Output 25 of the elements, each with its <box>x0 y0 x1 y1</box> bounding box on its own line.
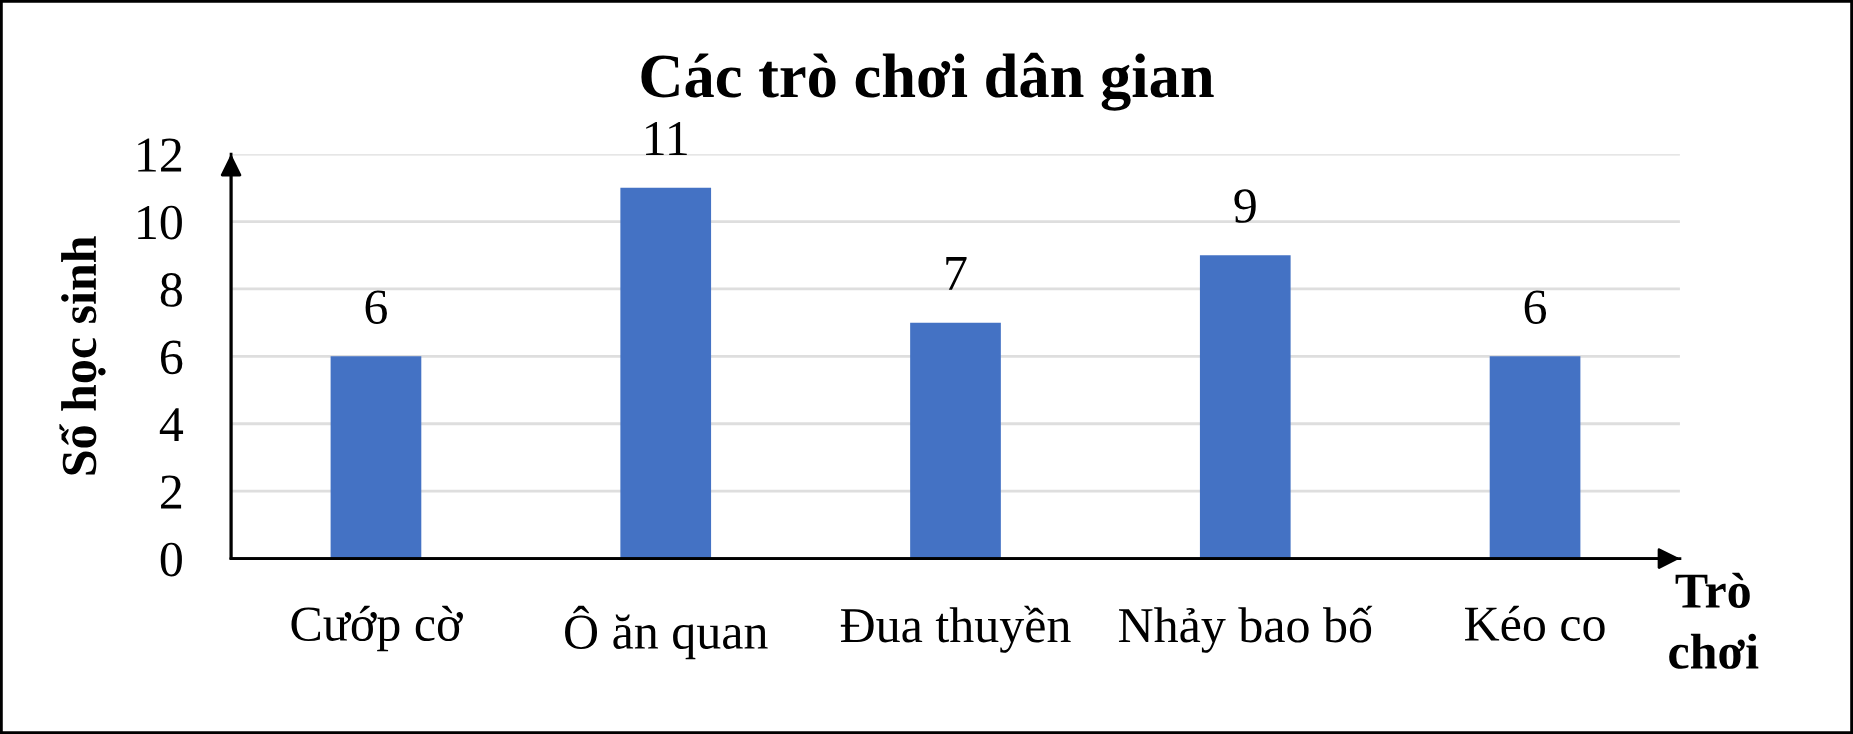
y-tick-label: 4 <box>159 408 184 442</box>
x-tick-label: Ô ăn quan <box>565 605 768 660</box>
data-label: 11 <box>646 121 687 155</box>
y-tick-label: 2 <box>161 475 182 509</box>
y-axis-title: Số học sinh <box>59 236 106 475</box>
y-tick-label: 0 <box>160 542 182 577</box>
data-label: 9 <box>1234 189 1256 223</box>
x-tick-label: Cướp cờ <box>291 605 463 652</box>
y-tick-label: 12 <box>138 138 182 172</box>
y-tick-label: 10 <box>138 205 182 240</box>
x-tick-label: Kéo co <box>1464 605 1605 641</box>
chart-title: Các trò chơi dân gian <box>641 52 1214 111</box>
x-tick-label: Nhảy bao bố <box>1118 605 1373 653</box>
y-tick-label: 6 <box>161 340 183 375</box>
bar <box>1489 356 1581 559</box>
x-tick-label: Đua thuyền <box>840 605 1071 653</box>
bar <box>330 356 422 559</box>
y-tick-label: 8 <box>160 273 182 307</box>
bar <box>620 187 712 559</box>
bar <box>1199 255 1291 559</box>
x-axis-title: Trò chơi <box>1669 572 1759 669</box>
bar <box>910 322 1001 559</box>
data-label: 7 <box>946 257 967 290</box>
data-label: 6 <box>365 290 387 324</box>
data-label: 6 <box>1524 290 1547 324</box>
